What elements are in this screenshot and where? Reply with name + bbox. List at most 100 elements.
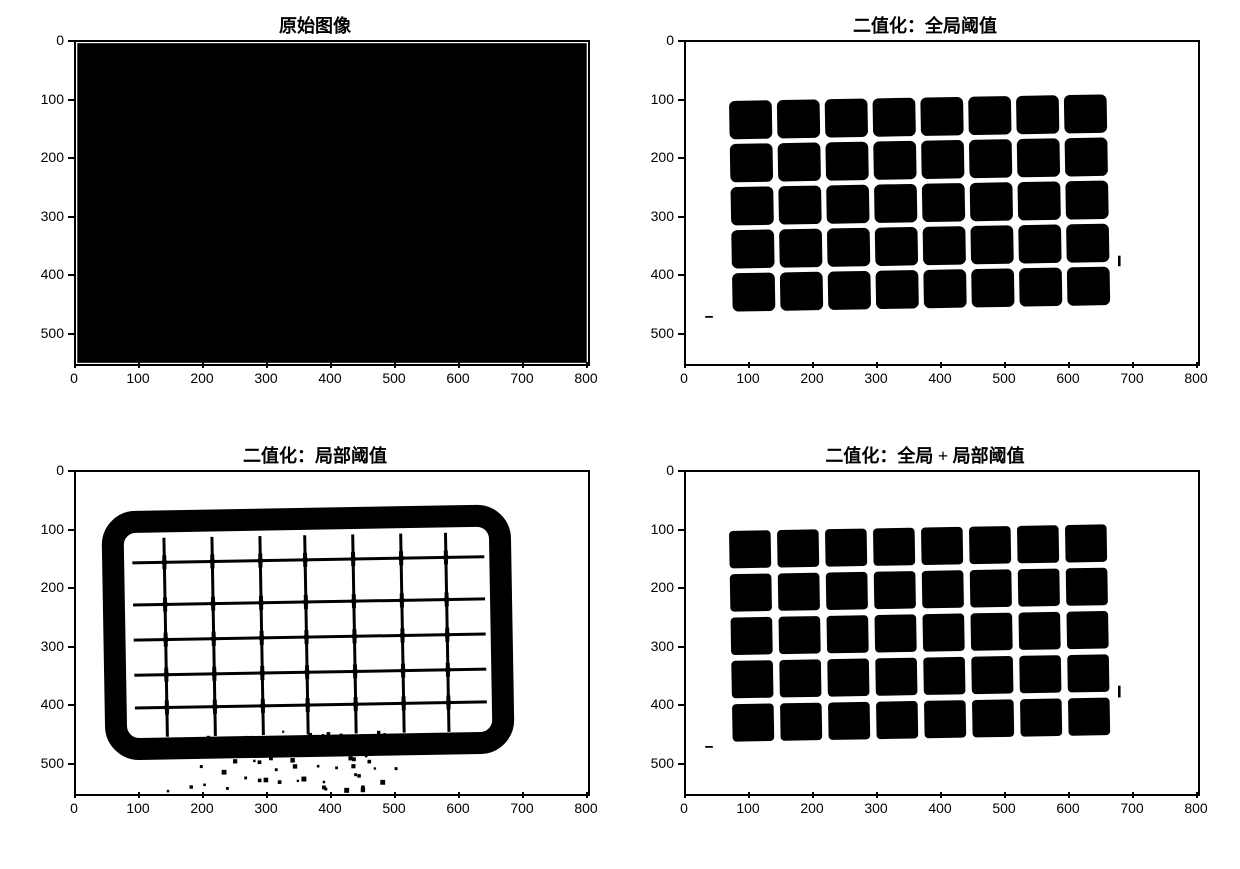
intersection-dot — [915, 565, 921, 571]
noise-speck — [207, 736, 210, 739]
ytick-mark — [68, 646, 74, 648]
intersection-dot — [773, 181, 779, 187]
noise-speck — [362, 744, 366, 748]
xtick-label: 500 — [382, 370, 405, 386]
ytick-label: 0 — [56, 462, 64, 478]
xtick-mark — [1068, 362, 1070, 368]
xtick-label: 500 — [992, 370, 1015, 386]
cross-dot — [163, 637, 169, 643]
grid-block — [970, 225, 1013, 264]
cross-dot — [400, 668, 406, 674]
noise-speck — [193, 739, 195, 741]
grid-block — [923, 226, 966, 265]
cross-dot — [353, 701, 359, 707]
xtick-mark — [266, 362, 268, 368]
plot-svg — [686, 472, 1198, 794]
grid-block — [1018, 568, 1060, 606]
grid-block — [732, 273, 775, 312]
grid-block — [730, 574, 772, 612]
ytick-mark — [678, 529, 684, 531]
subplot-p10: 二值化：局部阈值01002003004005006007008000100200… — [30, 440, 600, 840]
intersection-dot — [1014, 693, 1020, 699]
block-grid — [729, 524, 1110, 741]
noise-speck — [233, 759, 237, 763]
intersection-dot — [964, 607, 970, 613]
intersection-dot — [772, 138, 778, 144]
ytick-mark — [68, 587, 74, 589]
solid-image — [77, 43, 586, 363]
noise-speck — [380, 780, 385, 785]
intersection-dot — [819, 567, 825, 573]
xtick-label: 800 — [1184, 370, 1207, 386]
h-gridline — [135, 702, 487, 708]
grid-block — [1020, 698, 1062, 736]
grid-block — [827, 228, 870, 267]
xtick-mark — [522, 362, 524, 368]
grid-block — [778, 186, 821, 225]
grid-block — [777, 99, 820, 138]
intersection-dot — [774, 267, 780, 273]
grid-block — [972, 699, 1014, 737]
ytick-label: 100 — [651, 521, 674, 537]
noise-speck — [398, 734, 401, 737]
xtick-mark — [138, 362, 140, 368]
noise-speck — [253, 760, 255, 762]
xtick-label: 400 — [318, 800, 341, 816]
grid-block — [779, 229, 822, 268]
subplot-title: 二值化：局部阈值 — [30, 442, 600, 468]
grid-block — [1016, 95, 1059, 134]
noise-speck — [303, 743, 305, 745]
noise-speck — [258, 760, 262, 764]
block-grid — [729, 94, 1110, 311]
xtick-label: 400 — [928, 370, 951, 386]
ytick-label: 500 — [41, 755, 64, 771]
intersection-dot — [965, 651, 971, 657]
cross-dot — [258, 600, 264, 606]
xtick-mark — [812, 362, 814, 368]
intersection-dot — [1012, 607, 1018, 613]
xtick-label: 300 — [864, 800, 887, 816]
intersection-dot — [966, 264, 972, 270]
noise-speck — [275, 753, 278, 756]
intersection-dot — [1059, 562, 1065, 568]
ytick-mark — [68, 99, 74, 101]
ytick-mark — [678, 763, 684, 765]
ytick-mark — [678, 157, 684, 159]
intersection-dot — [773, 224, 779, 230]
noise-speck — [226, 739, 229, 742]
grid-block — [825, 99, 868, 138]
cross-dot — [443, 554, 449, 560]
grid-block — [777, 529, 819, 567]
noise-speck — [290, 758, 295, 763]
axes-box — [684, 40, 1200, 366]
xtick-label: 700 — [510, 800, 533, 816]
noise-speck — [275, 768, 278, 771]
noise-speck — [289, 740, 293, 744]
xtick-mark — [74, 792, 76, 798]
cross-dot — [260, 703, 266, 709]
xtick-mark — [940, 792, 942, 798]
cross-dot — [351, 598, 357, 604]
cross-dot — [164, 704, 170, 710]
intersection-dot — [773, 654, 779, 660]
ytick-label: 0 — [666, 462, 674, 478]
intersection-dot — [917, 221, 923, 227]
grid-block — [970, 613, 1012, 651]
xtick-mark — [876, 792, 878, 798]
grid-block — [778, 573, 820, 611]
grid-block — [1018, 612, 1060, 650]
ytick-mark — [68, 470, 74, 472]
xtick-mark — [74, 362, 76, 368]
noise-speck — [351, 764, 355, 768]
xtick-label: 700 — [1120, 370, 1143, 386]
xtick-mark — [138, 792, 140, 798]
xtick-mark — [522, 792, 524, 798]
noise-speck — [377, 731, 380, 734]
noise-speck — [244, 736, 247, 739]
ytick-mark — [68, 216, 74, 218]
xtick-mark — [458, 792, 460, 798]
intersection-dot — [916, 178, 922, 184]
grid-block — [874, 571, 916, 609]
grid-block — [876, 701, 918, 739]
noise-speck — [344, 788, 349, 793]
